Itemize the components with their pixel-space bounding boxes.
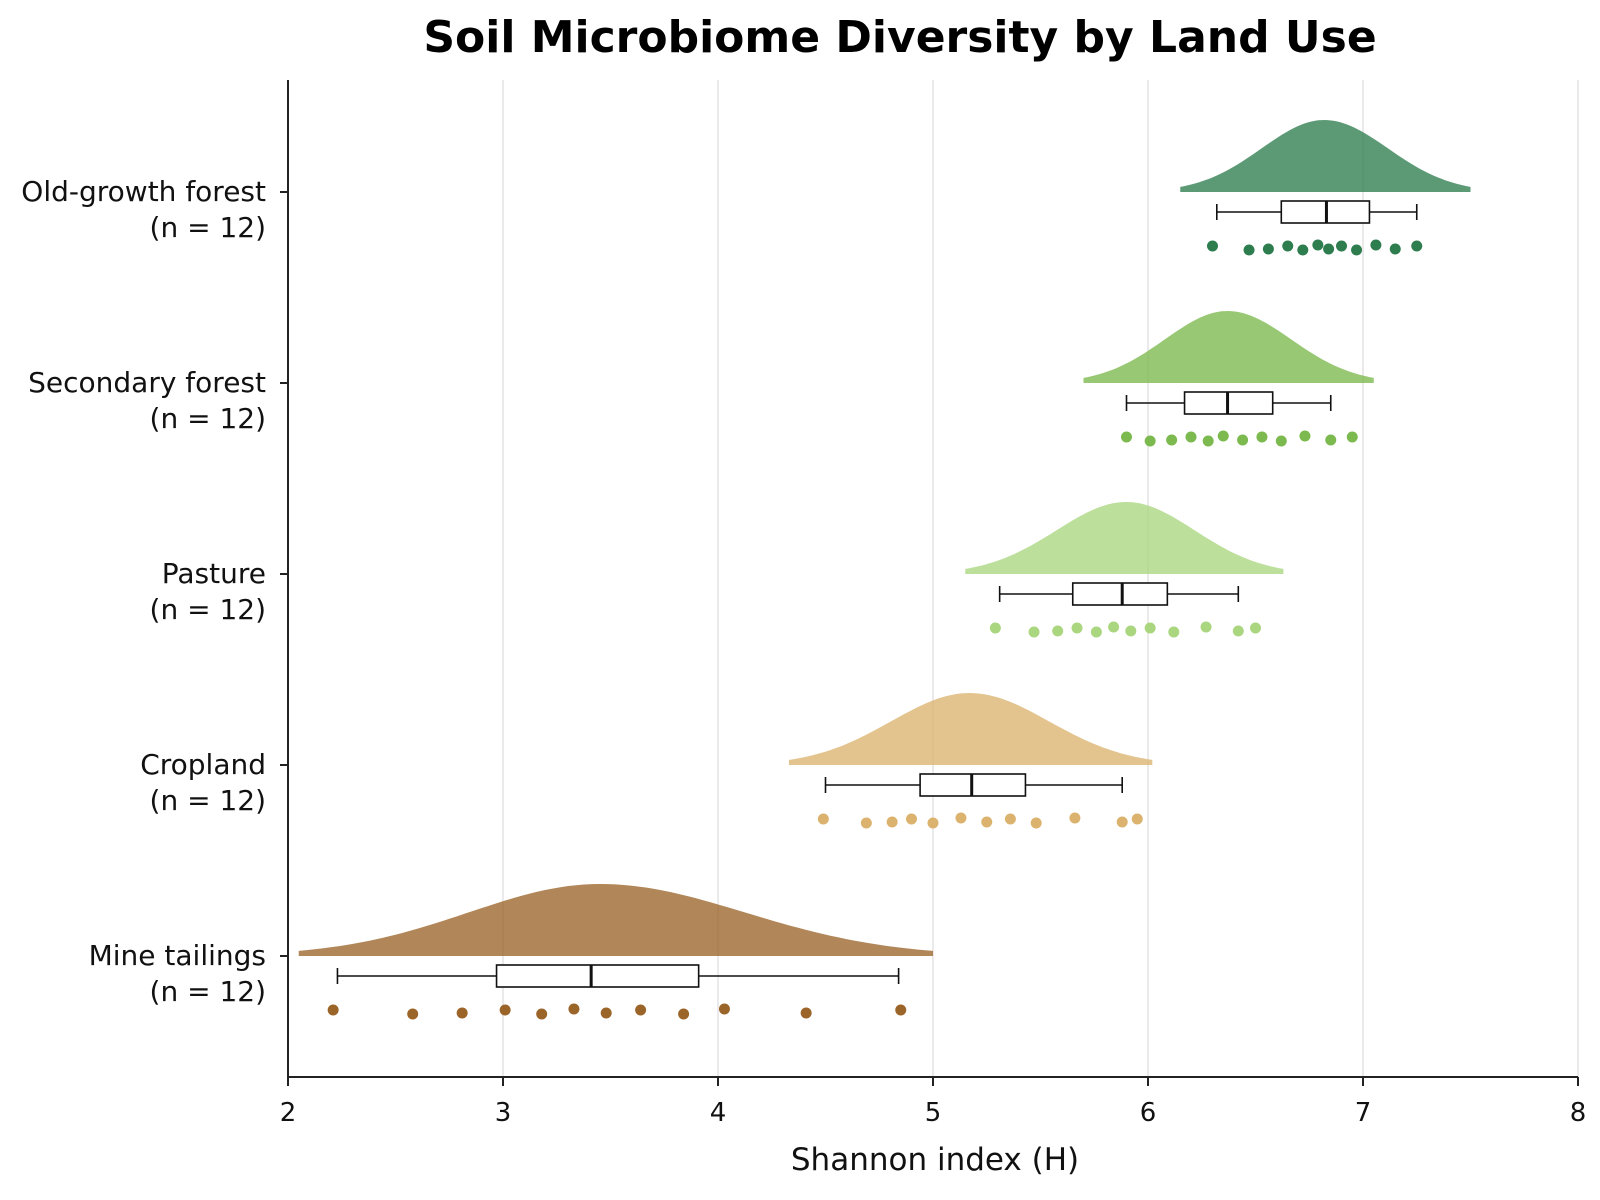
x-tick-label: 3	[495, 1098, 512, 1128]
data-point	[1256, 431, 1268, 443]
plot-area	[298, 120, 1471, 1020]
density-cloud	[298, 884, 933, 956]
data-point	[1325, 434, 1337, 446]
data-point	[1275, 435, 1287, 447]
data-point	[327, 1004, 339, 1016]
data-point	[886, 816, 898, 828]
category-group	[965, 502, 1284, 638]
density-cloud	[1180, 120, 1471, 192]
data-point	[981, 816, 993, 828]
data-point	[600, 1007, 612, 1019]
data-point	[1237, 434, 1249, 446]
category-label: Cropland	[140, 748, 266, 781]
data-point	[1336, 240, 1347, 252]
x-tick-label: 2	[280, 1098, 297, 1128]
data-point	[635, 1004, 647, 1016]
category-n-label: (n = 12)	[150, 975, 266, 1008]
data-point	[1389, 243, 1401, 255]
density-cloud	[788, 693, 1153, 765]
x-axis-label: Shannon index (H)	[791, 1142, 1079, 1178]
data-point	[1052, 625, 1064, 637]
data-point	[1207, 240, 1218, 252]
category-n-label: (n = 12)	[150, 593, 266, 626]
data-point	[1168, 626, 1180, 638]
data-point	[1262, 243, 1274, 255]
iqr-box	[1071, 582, 1169, 606]
category-label: Mine tailings	[89, 939, 266, 972]
category-group	[1083, 311, 1374, 447]
x-axis-ticks: 2 3 4 5 6 7 8	[280, 1077, 1587, 1128]
data-point	[1299, 430, 1311, 442]
data-point	[1166, 434, 1178, 446]
data-point	[1346, 431, 1358, 443]
data-point	[955, 812, 967, 824]
data-point	[1217, 430, 1229, 442]
category-label: Secondary forest	[28, 366, 266, 399]
data-point	[1108, 621, 1120, 633]
x-tick-label: 6	[1140, 1098, 1157, 1128]
data-point	[1121, 431, 1132, 443]
data-point	[1004, 813, 1016, 825]
x-tick-label: 7	[1355, 1098, 1372, 1128]
data-point	[1200, 621, 1212, 633]
data-point	[718, 1003, 730, 1015]
data-point	[568, 1003, 580, 1015]
data-point	[860, 817, 872, 829]
data-point	[499, 1004, 511, 1016]
x-tick-label: 8	[1570, 1098, 1587, 1128]
data-point	[1351, 244, 1363, 256]
category-label: Pasture	[162, 557, 266, 590]
data-point	[1297, 244, 1309, 256]
data-point	[1185, 431, 1197, 443]
x-tick-label: 5	[925, 1098, 942, 1128]
data-point	[1144, 622, 1156, 634]
data-point	[1116, 816, 1128, 828]
data-point	[1323, 243, 1335, 255]
data-point	[906, 813, 917, 825]
data-point	[1125, 625, 1137, 637]
category-group	[298, 884, 933, 1020]
data-point	[1030, 817, 1042, 829]
category-n-label: (n = 12)	[150, 402, 266, 435]
data-point	[456, 1007, 468, 1019]
data-point	[1069, 812, 1081, 824]
y-axis-categories: Old-growth forest(n = 12)Secondary fores…	[21, 175, 288, 1008]
data-point	[1071, 622, 1083, 634]
data-point	[800, 1007, 812, 1019]
data-point	[1232, 625, 1244, 637]
data-point	[1312, 239, 1324, 251]
data-point	[1370, 239, 1382, 251]
data-point	[1131, 813, 1143, 825]
data-point	[1243, 244, 1255, 256]
category-n-label: (n = 12)	[150, 784, 266, 817]
category-label: Old-growth forest	[21, 175, 266, 208]
density-cloud	[1083, 311, 1374, 383]
category-group	[1180, 120, 1471, 256]
data-point	[817, 813, 829, 825]
data-point	[1411, 240, 1423, 252]
data-point	[1202, 435, 1214, 447]
data-point	[536, 1008, 548, 1020]
x-tick-label: 4	[710, 1098, 727, 1128]
chart-title: Soil Microbiome Diversity by Land Use	[423, 12, 1376, 63]
data-point	[989, 622, 1001, 634]
iqr-box	[495, 964, 700, 988]
data-point	[895, 1004, 907, 1016]
data-point	[678, 1008, 690, 1020]
data-point	[407, 1008, 419, 1020]
data-point	[927, 817, 939, 829]
data-point	[1090, 626, 1102, 638]
data-point	[1250, 622, 1261, 634]
data-point	[1282, 240, 1294, 252]
density-cloud	[965, 502, 1284, 574]
data-point	[1028, 626, 1040, 638]
category-n-label: (n = 12)	[150, 211, 266, 244]
data-point	[1144, 435, 1156, 447]
category-group	[788, 693, 1153, 829]
